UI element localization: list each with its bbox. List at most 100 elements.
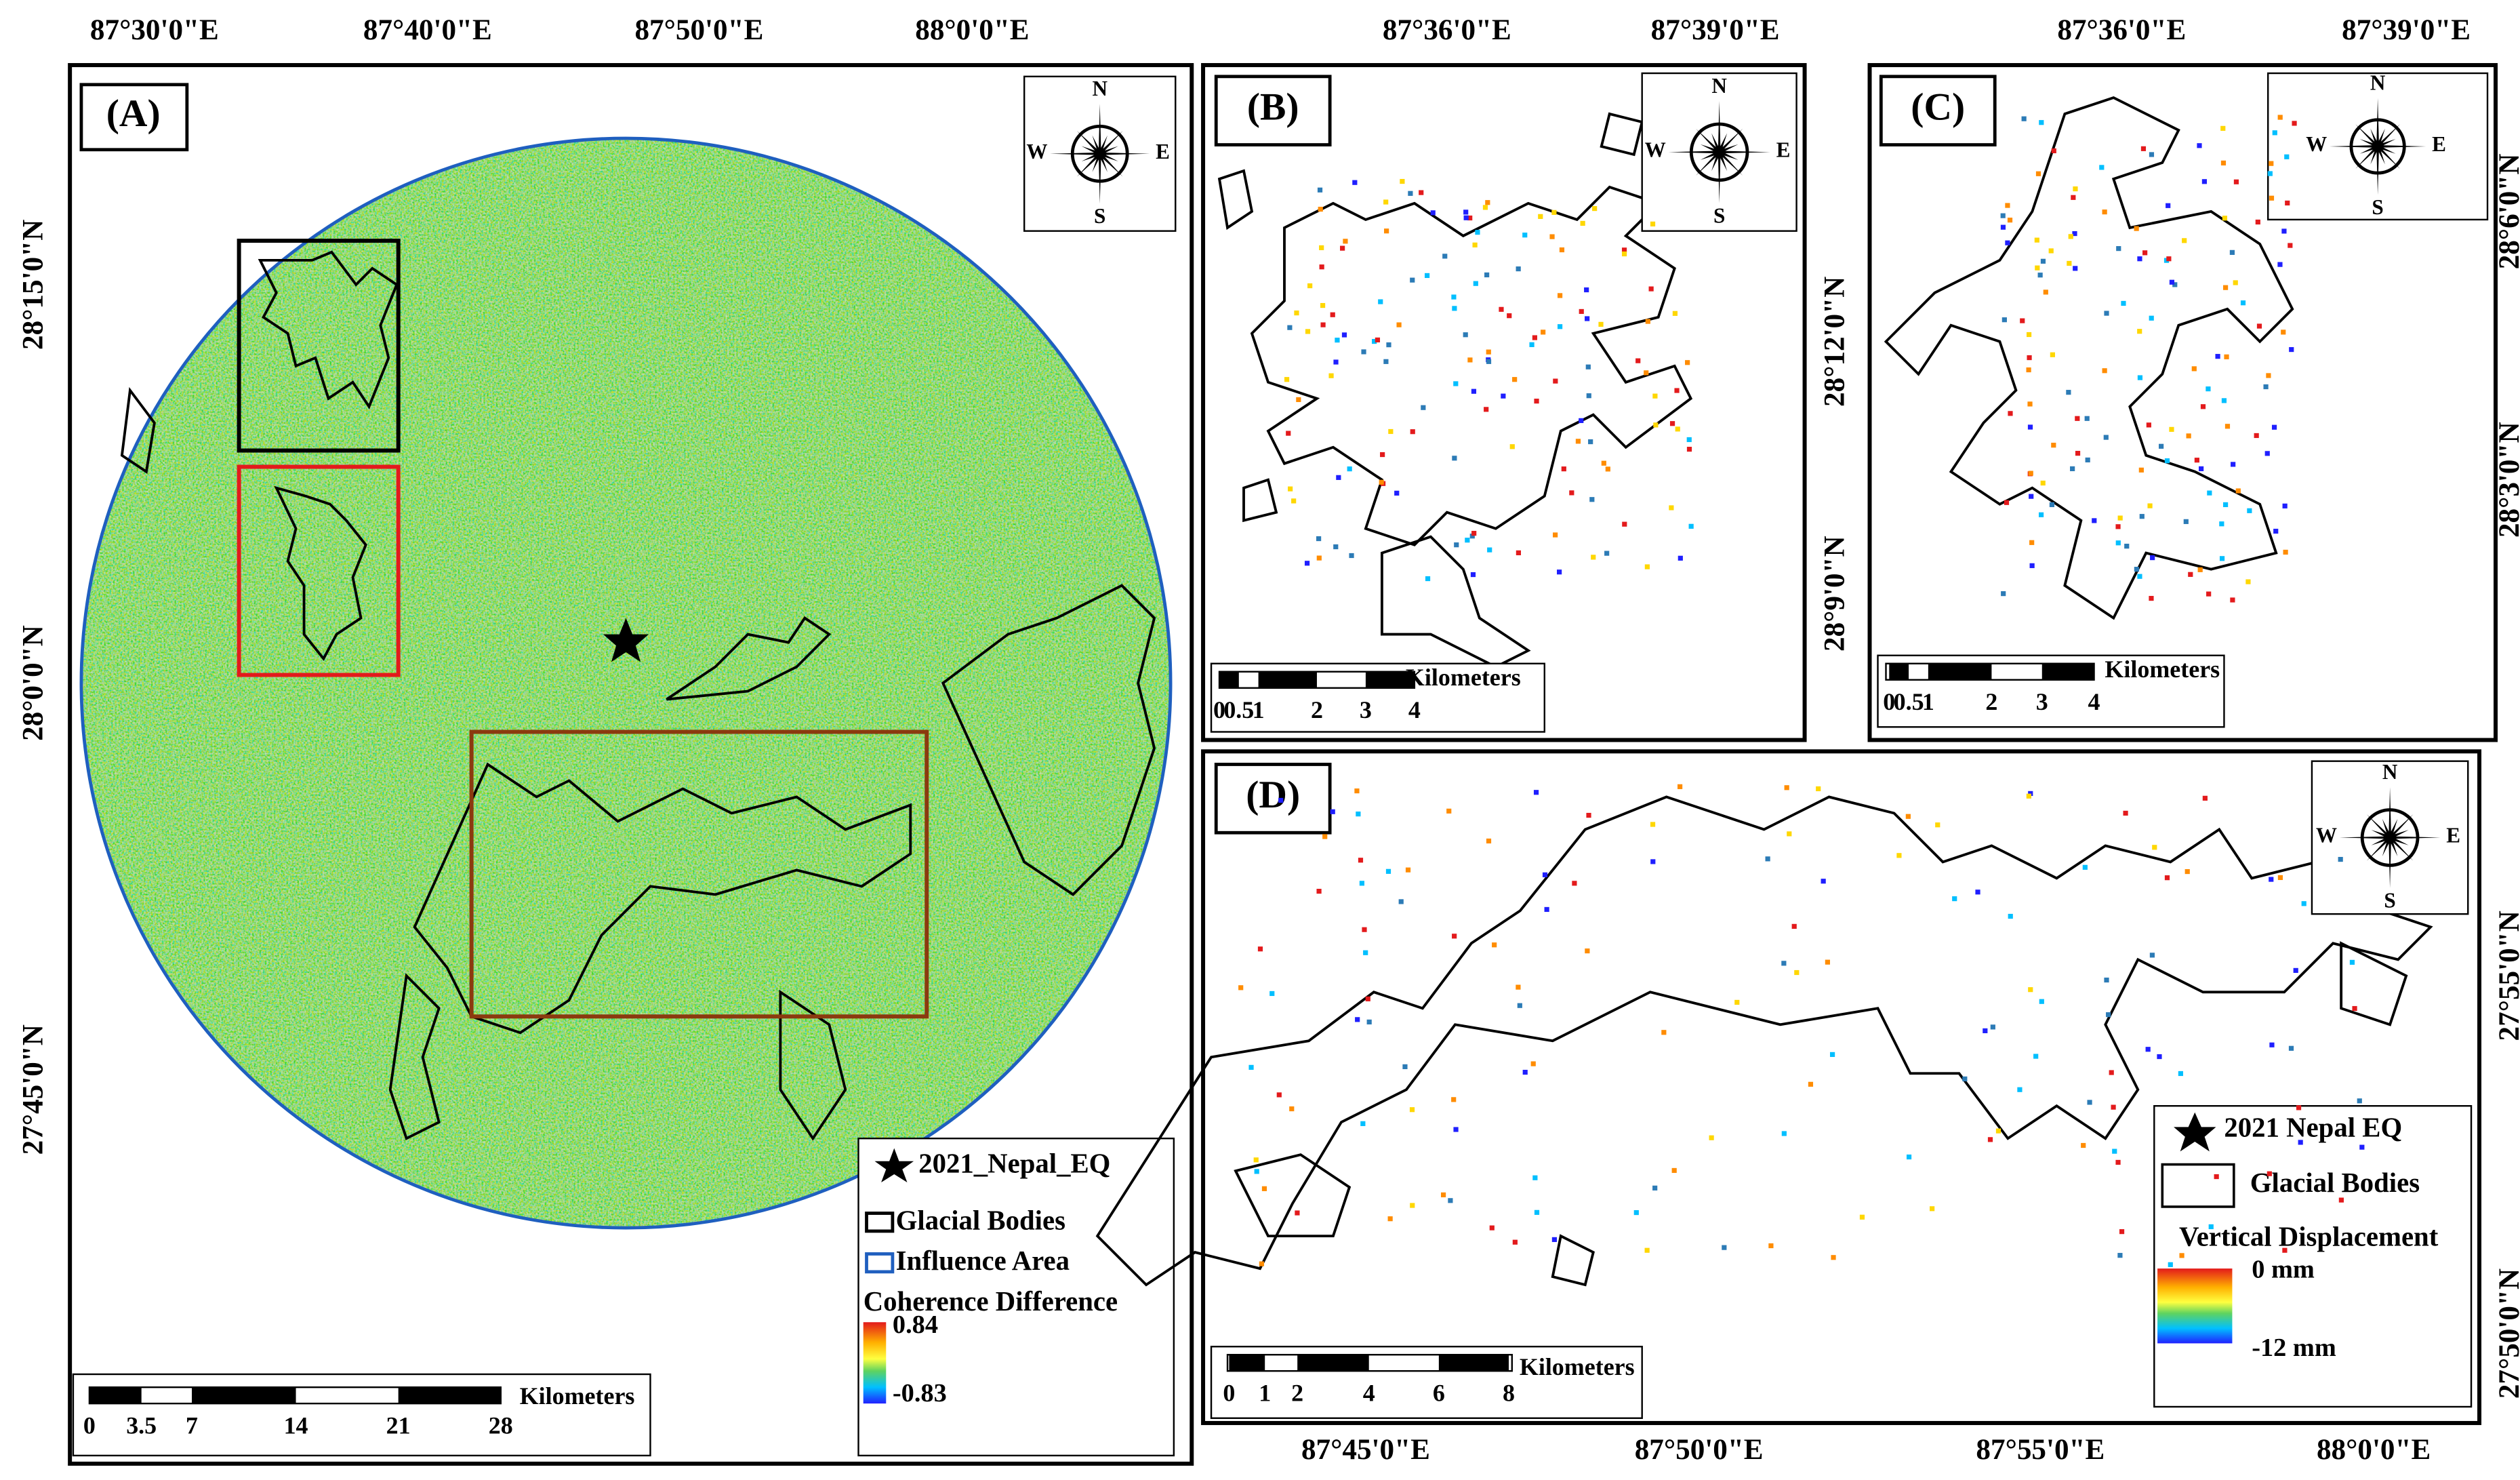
displacement-pixel [1517, 1003, 1522, 1008]
compass [2339, 787, 2441, 888]
displacement-pixel [2338, 1197, 2344, 1203]
displacement-pixel [1675, 426, 1680, 432]
scale-tick: 4 [1363, 1379, 1375, 1406]
displacement-pixel [2049, 502, 2055, 508]
displacement-pixel [2138, 467, 2144, 473]
lon-label: 87°39'0"E [1651, 14, 1780, 46]
displacement-pixel [2206, 591, 2212, 597]
displacement-pixel [2145, 1047, 2151, 1052]
displacement-pixel [2137, 574, 2142, 579]
displacement-pixel [1906, 1154, 1912, 1160]
displacement-pixel [1572, 881, 1577, 886]
displacement-pixel [2219, 521, 2224, 527]
displacement-pixel [2183, 519, 2189, 524]
displacement-pixel [1592, 206, 1598, 212]
displacement-pixel [1794, 969, 1800, 976]
displacement-pixel [1452, 456, 1457, 461]
lat-label: 27°55'0"N [2494, 911, 2520, 1041]
displacement-pixel [2112, 1148, 2117, 1154]
displacement-pixel [2201, 179, 2208, 184]
displacement-pixel [1522, 233, 1528, 238]
displacement-pixel [2277, 115, 2283, 120]
displacement-pixel [2224, 354, 2229, 359]
displacement-pixel [2117, 1253, 2123, 1258]
displacement-pixel [2277, 875, 2283, 881]
displacement-pixel [1254, 1169, 1259, 1174]
displacement-pixel [1644, 564, 1650, 569]
displacement-pixel [1453, 381, 1459, 386]
displacement-pixel [1259, 1261, 1264, 1266]
displacement-pixel [1442, 254, 1448, 259]
scale-tick: 4 [2088, 688, 2100, 715]
displacement-pixel [2208, 1224, 2214, 1230]
displacement-pixel [2200, 404, 2206, 409]
legend-ramp [863, 1322, 887, 1404]
glacier-outlines [1217, 112, 1693, 668]
legend-ramp-max: 0 mm [2252, 1256, 2315, 1284]
displacement-pixel [1516, 550, 1521, 556]
displacement-pixel [2157, 1054, 2162, 1060]
displacement-pixel [1386, 342, 1391, 348]
displacement-pixel [1598, 321, 1604, 327]
displacement-pixel [1533, 790, 1539, 795]
legend-glacier-swatch [2161, 1163, 2235, 1208]
displacement-pixel [2178, 1071, 2183, 1077]
displacement-pixel [1383, 199, 1389, 205]
displacement-pixel [1294, 311, 1299, 316]
displacement-pixel [1396, 322, 1402, 327]
displacement-pixel [2073, 186, 2078, 192]
displacement-pixel [2359, 1144, 2365, 1150]
displacement-pixel [2073, 266, 2078, 271]
displacement-pixel [2149, 152, 2155, 157]
displacement-pixel [1319, 245, 1324, 251]
displacement-pixel [2224, 424, 2231, 429]
displacement-pixel [1669, 421, 1675, 426]
displacement-pixel [1388, 428, 1394, 435]
scale-tick: 28 [489, 1412, 513, 1439]
panel-a-frame [68, 63, 1194, 1466]
displacement-pixel [2230, 597, 2235, 603]
displacement-pixel [2267, 171, 2273, 176]
panel-label: (A) [106, 92, 161, 135]
lon-label: 87°50'0"E [1635, 1434, 1764, 1466]
displacement-pixel [2256, 323, 2262, 329]
displacement-pixel [2051, 148, 2056, 154]
displacement-pixel [2026, 367, 2031, 373]
displacement-pixel [2338, 856, 2343, 862]
compass-s: S [1094, 204, 1105, 228]
displacement-pixel [1905, 814, 1911, 819]
displacement-pixel [2349, 959, 2355, 965]
displacement-pixel [2186, 433, 2191, 439]
lon-label: 87°50'0"E [634, 14, 763, 46]
displacement-pixel [2027, 401, 2033, 407]
displacement-pixel [2021, 116, 2027, 121]
compass [1668, 101, 1770, 203]
displacement-pixel [2115, 540, 2121, 546]
scale-tick: 0 [83, 1412, 96, 1439]
displacement-pixel [2027, 355, 2032, 361]
displacement-pixel [1486, 838, 1492, 844]
displacement-pixel [1784, 785, 1789, 791]
displacement-pixel [2206, 386, 2211, 392]
panel-label-box [1214, 75, 1332, 146]
lon-label: 87°30'0"E [90, 14, 219, 46]
displacement-pixel [1584, 287, 1589, 293]
scale-segment [192, 1387, 296, 1404]
displacement-pixel [1405, 867, 1411, 873]
displacement-pixel [2051, 443, 2056, 448]
influence-area [79, 136, 1173, 1230]
compass-w: W [1026, 140, 1047, 163]
displacement-pixel [2026, 332, 2032, 338]
displacement-pixel [1358, 858, 1364, 863]
displacement-pixel [1288, 486, 1293, 492]
displacement-pixel [1359, 881, 1364, 886]
displacement-pixel [1557, 293, 1563, 298]
displacement-pixel [2245, 579, 2251, 584]
displacement-pixel [2004, 500, 2010, 505]
displacement-pixel [2103, 435, 2109, 440]
compass-rose [2339, 787, 2441, 888]
lon-label: 87°45'0"E [1301, 1434, 1430, 1466]
displacement-pixel [2285, 200, 2290, 206]
displacement-pixel [1896, 853, 1902, 858]
displacement-pixel [1352, 180, 1358, 185]
